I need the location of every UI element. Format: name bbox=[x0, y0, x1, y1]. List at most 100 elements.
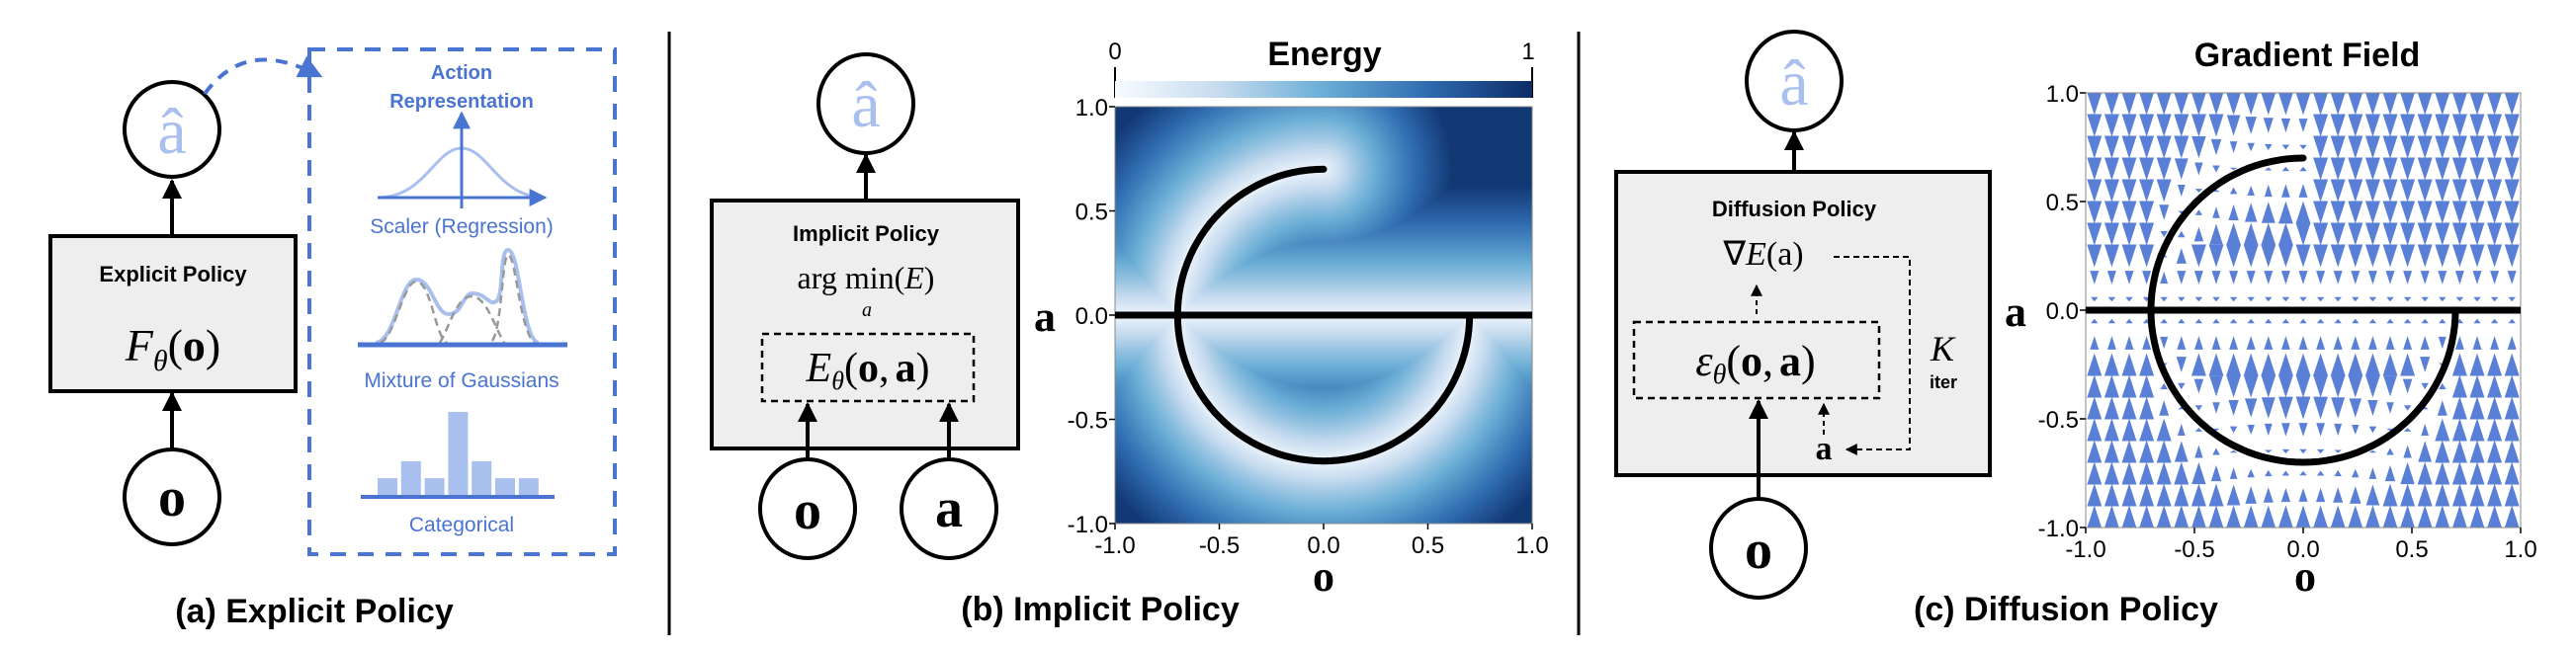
gradient-arrow bbox=[2243, 505, 2259, 528]
gradient-arrow bbox=[2160, 382, 2168, 390]
gradient-arrow bbox=[2209, 375, 2223, 397]
gradient-arrow bbox=[2174, 92, 2190, 116]
gradient-arrow bbox=[2104, 201, 2119, 224]
y-axis-label: a bbox=[1034, 292, 1056, 341]
gradient-arrow bbox=[2451, 353, 2467, 376]
gradient-arrow bbox=[2087, 396, 2103, 420]
argmin-formula: arg min(E) bbox=[798, 260, 935, 295]
gradient-arrow bbox=[2368, 426, 2377, 434]
gradient-arrow bbox=[2469, 396, 2485, 420]
implicit-policy-box bbox=[710, 199, 1020, 450]
gradient-arrow bbox=[2087, 440, 2103, 463]
gradient-arrow bbox=[2190, 505, 2206, 528]
gradient-arrow bbox=[2400, 244, 2416, 268]
gradient-arrow bbox=[2174, 114, 2190, 137]
input-node-label: o bbox=[158, 467, 186, 528]
gradient-arrow bbox=[2382, 505, 2398, 528]
argmin-subscript: a bbox=[862, 299, 872, 321]
gradient-arrow bbox=[2316, 296, 2325, 302]
gradient-arrow bbox=[2159, 400, 2170, 416]
gradient-arrow bbox=[2507, 336, 2517, 350]
gradient-arrow bbox=[2487, 157, 2503, 181]
gradient-arrow bbox=[2243, 92, 2259, 116]
gradient-arrow bbox=[2487, 374, 2503, 398]
gradient-arrow bbox=[2245, 486, 2257, 504]
gradient-arrow bbox=[2159, 204, 2170, 220]
gradient-arrow bbox=[2386, 318, 2394, 324]
gradient-arrow bbox=[2451, 461, 2467, 485]
gradient-arrow bbox=[2385, 271, 2395, 284]
gradient-arrow bbox=[2194, 189, 2203, 193]
gradient-arrow bbox=[2277, 244, 2293, 268]
gradient-arrow bbox=[2313, 179, 2329, 203]
gradient-arrow bbox=[2487, 244, 2503, 268]
gradient-arrow bbox=[2090, 271, 2100, 284]
gradient-arrow bbox=[2487, 201, 2503, 224]
gradient-arrow bbox=[2316, 318, 2325, 324]
gradient-arrow bbox=[2226, 92, 2242, 116]
gradient-arrow bbox=[2487, 353, 2503, 376]
gradient-arrow bbox=[2364, 114, 2380, 137]
gradient-arrow bbox=[2177, 423, 2186, 437]
gradient-arrow bbox=[2121, 483, 2137, 507]
gradient-arrow bbox=[2247, 425, 2255, 435]
gradient-arrow bbox=[2264, 271, 2274, 284]
iterations-k: K bbox=[1930, 329, 1956, 368]
gradient-arrow bbox=[2299, 166, 2307, 172]
gradient-arrow bbox=[2298, 184, 2308, 198]
gradient-arrow bbox=[2087, 157, 2103, 181]
gradient-arrow bbox=[2246, 336, 2256, 350]
gradient-arrow bbox=[2265, 469, 2273, 477]
gradient-arrow bbox=[2121, 461, 2137, 485]
mog-component-1 bbox=[380, 280, 448, 345]
gradient-arrow bbox=[2212, 206, 2220, 218]
gradient-arrow bbox=[2139, 135, 2155, 159]
gradient-arrow bbox=[2490, 336, 2500, 350]
input-node-o bbox=[758, 457, 857, 560]
gradient-arrow bbox=[2417, 461, 2433, 485]
gradient-arrow bbox=[2349, 398, 2362, 418]
gradient-arrow bbox=[2451, 440, 2467, 463]
gradient-arrow bbox=[2382, 179, 2398, 203]
gradient-arrow bbox=[2087, 114, 2103, 137]
caption-b: (b) Implicit Policy bbox=[961, 591, 1240, 628]
gradient-arrow bbox=[2504, 222, 2520, 246]
gradient-arrow bbox=[2417, 483, 2433, 507]
gradient-arrow bbox=[2191, 461, 2206, 485]
y-tick-label: -1.0 bbox=[1068, 512, 1108, 538]
regression-label: Scaler (Regression) bbox=[370, 215, 554, 238]
gradient-arrow bbox=[2265, 318, 2273, 324]
gradient-arrow bbox=[2348, 222, 2363, 246]
dashed-link-arrow bbox=[203, 55, 323, 96]
gradient-arrow bbox=[2190, 244, 2206, 268]
gradient-arrow bbox=[2281, 448, 2290, 454]
gradient-arrow bbox=[2348, 135, 2363, 159]
gradient-arrow bbox=[2299, 296, 2307, 302]
gradient-arrow bbox=[2386, 428, 2394, 432]
gradient-arrow bbox=[2451, 396, 2467, 420]
gradient-arrow bbox=[2295, 92, 2311, 116]
gradient-arrow bbox=[2352, 425, 2360, 435]
gradient-arrow bbox=[2106, 271, 2116, 284]
gradient-arrow bbox=[2386, 447, 2394, 455]
gradient-arrow bbox=[2451, 135, 2467, 159]
gradient-arrow bbox=[2368, 449, 2377, 453]
mog-component-2 bbox=[438, 294, 506, 344]
gradient-arrow bbox=[2382, 157, 2398, 181]
input-node-label: o bbox=[1745, 520, 1772, 581]
gradient-arrow bbox=[2487, 483, 2503, 507]
gradient-arrow bbox=[2400, 505, 2416, 528]
gradient-arrow bbox=[2261, 92, 2276, 116]
gradient-arrow bbox=[2212, 318, 2220, 324]
gradient-arrow bbox=[2504, 92, 2520, 116]
gradient-arrow bbox=[2438, 336, 2447, 350]
gradient-arrow bbox=[2139, 92, 2155, 116]
gradient-arrow bbox=[2469, 505, 2485, 528]
gradient-arrow bbox=[2104, 135, 2119, 159]
gradient-arrow bbox=[2190, 92, 2206, 116]
x-tick-label: -1.0 bbox=[1094, 532, 1135, 559]
gradient-arrow bbox=[2087, 374, 2103, 398]
gradient-arrow bbox=[2487, 396, 2503, 420]
gradient-arrow bbox=[2367, 336, 2377, 350]
gradient-arrow bbox=[2435, 505, 2450, 528]
